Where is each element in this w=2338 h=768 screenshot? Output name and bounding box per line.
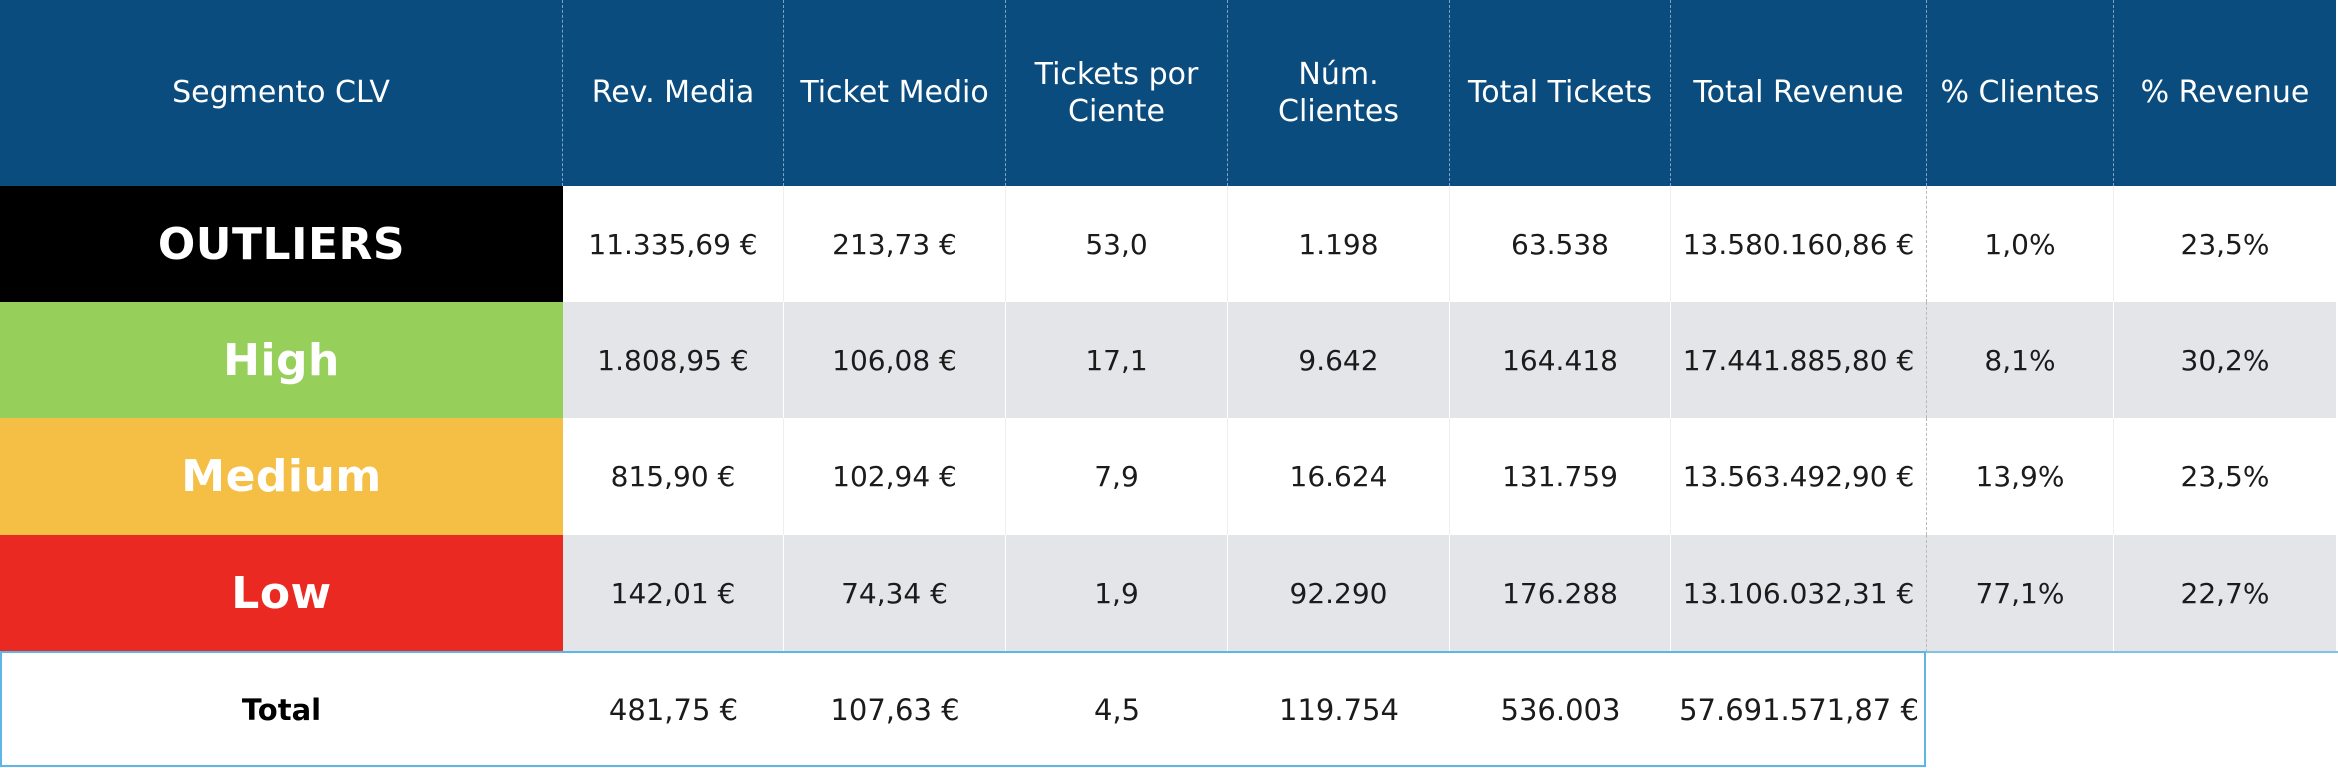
total-cell: 481,75 € [563, 652, 784, 768]
table-cell: 13.563.492,90 € [1671, 418, 1927, 535]
table-cell: 22,7% [2114, 535, 2336, 652]
table-cell: 1,0% [1927, 186, 2114, 302]
table-cell: 131.759 [1450, 418, 1671, 535]
table-cell: 17,1 [1006, 302, 1228, 418]
segment-label-low: Low [0, 535, 563, 652]
table-cell: 1.808,95 € [563, 302, 784, 418]
header-rev-media: Rev. Media [563, 0, 784, 186]
table-cell: 63.538 [1450, 186, 1671, 302]
table-cell: 11.335,69 € [563, 186, 784, 302]
table-cell: 142,01 € [563, 535, 784, 652]
header-num-clientes: Núm. Clientes [1228, 0, 1450, 186]
empty-cell [2114, 652, 2336, 768]
table-cell: 102,94 € [784, 418, 1006, 535]
header-tickets-por-cliente: Tickets por Ciente [1006, 0, 1228, 186]
table-cell: 1.198 [1228, 186, 1450, 302]
header-ticket-medio: Ticket Medio [784, 0, 1006, 186]
table-cell: 7,9 [1006, 418, 1228, 535]
segment-label-outliers: OUTLIERS [0, 186, 563, 302]
table-cell: 77,1% [1927, 535, 2114, 652]
table-cell: 23,5% [2114, 418, 2336, 535]
table-cell: 8,1% [1927, 302, 2114, 418]
total-cell: 536.003 [1450, 652, 1671, 768]
table-cell: 17.441.885,80 € [1671, 302, 1927, 418]
table-cell: 1,9 [1006, 535, 1228, 652]
table-cell: 23,5% [2114, 186, 2336, 302]
header-pct-revenue: % Revenue [2114, 0, 2336, 186]
segment-label-high: High [0, 302, 563, 418]
table-cell: 815,90 € [563, 418, 784, 535]
table-bottom-line [1926, 651, 2338, 653]
table-cell: 53,0 [1006, 186, 1228, 302]
table-cell: 9.642 [1228, 302, 1450, 418]
segment-label-medium: Medium [0, 418, 563, 535]
table-cell: 30,2% [2114, 302, 2336, 418]
table-cell: 92.290 [1228, 535, 1450, 652]
table-cell: 176.288 [1450, 535, 1671, 652]
total-cell: 57.691.571,87 € [1671, 652, 1927, 768]
table-cell: 16.624 [1228, 418, 1450, 535]
table-cell: 74,34 € [784, 535, 1006, 652]
total-cell: 4,5 [1006, 652, 1228, 768]
total-label: Total [0, 652, 563, 768]
table-cell: 13,9% [1927, 418, 2114, 535]
header-pct-clientes: % Clientes [1927, 0, 2114, 186]
table-cell: 13.106.032,31 € [1671, 535, 1927, 652]
empty-cell [1927, 652, 2114, 768]
header-segmento-clv: Segmento CLV [0, 0, 563, 186]
table-cell: 213,73 € [784, 186, 1006, 302]
table-cell: 13.580.160,86 € [1671, 186, 1927, 302]
total-cell: 107,63 € [784, 652, 1006, 768]
table-cell: 164.418 [1450, 302, 1671, 418]
total-cell: 119.754 [1228, 652, 1450, 768]
table-cell: 106,08 € [784, 302, 1006, 418]
header-total-revenue: Total Revenue [1671, 0, 1927, 186]
header-total-tickets: Total Tickets [1450, 0, 1671, 186]
